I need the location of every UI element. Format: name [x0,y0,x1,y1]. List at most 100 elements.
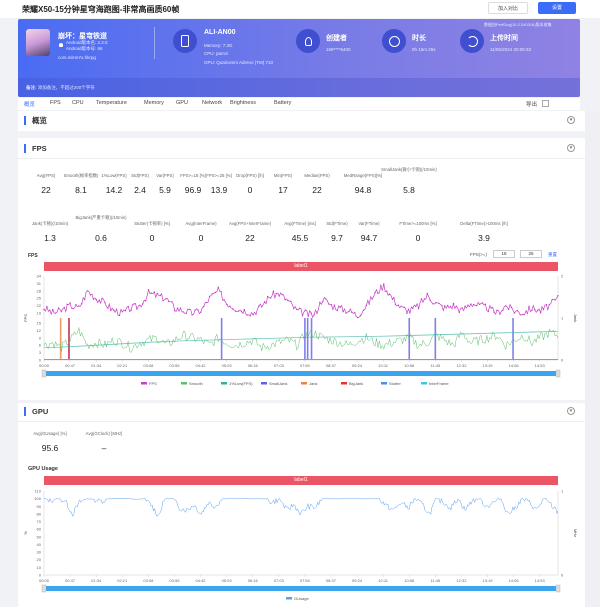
zoom-slider[interactable] [44,371,558,376]
legend-swatch[interactable] [381,382,387,385]
metric-label: Avg(FPS+InterFrame) [228,221,272,226]
label-band[interactable]: label1 [44,262,558,271]
scrollbar-track[interactable] [585,111,600,607]
fps-point [354,311,356,314]
metric-value: 0 [415,233,421,243]
legend-swatch[interactable] [301,382,307,385]
note-field[interactable]: 备注: 添加备注，不超过200个字符 [18,78,580,97]
legend-item[interactable]: InterFrame [429,381,449,386]
x-tick-label: 03:55 [169,363,180,368]
package-name: com.miHoYo.hkrpg [58,55,96,60]
add-compare-button[interactable]: 加入对比 [488,2,528,14]
fps-point [240,310,243,313]
duration-value: 0h 15m 26s [412,47,436,52]
metric-value: 0 [247,185,253,195]
tab-brightness[interactable]: Brightness [230,100,256,106]
fps-point [191,314,193,316]
fps-point [293,307,295,310]
fps-point [232,308,234,310]
fps-point [383,283,385,285]
x-tick-label: 04:42 [196,363,207,368]
overview-section: 概览 ▾ [18,111,585,131]
fps-point [266,295,269,298]
y-tick-label: 3 [39,350,42,355]
slider-handle-left[interactable] [41,584,47,593]
fps-point [455,305,458,307]
zoom-slider[interactable] [44,586,558,591]
tab-battery[interactable]: Battery [274,100,292,106]
legend-swatch[interactable] [286,597,292,600]
legend-swatch[interactable] [141,382,147,385]
metric-value: 96.9 [184,185,202,195]
threshold-input-2[interactable]: 25 [520,250,542,258]
collapse-toggle[interactable]: ▾ [567,407,575,415]
fps-point [101,297,103,299]
tab-temperature[interactable]: Temperature [96,100,127,106]
fps-title: FPS [24,144,47,153]
metric-value: 22 [41,185,51,195]
legend-swatch[interactable] [341,382,347,385]
legend-item[interactable]: SmallJank [269,381,287,386]
legend-item[interactable]: 1%Low(FPS) [229,381,253,386]
legend-swatch[interactable] [181,382,187,385]
metric-label: Std(FTime) [326,221,348,226]
fps-point [252,314,254,316]
legend-swatch[interactable] [421,382,427,385]
fps-point [139,304,141,307]
fps-point [301,315,304,317]
slider-handle-right[interactable] [555,369,561,378]
x-tick-label: 14:06 [509,578,520,583]
slider-handle-right[interactable] [555,584,561,593]
fps-point [237,310,240,312]
legend-item[interactable]: GUsage [294,596,309,601]
gpu-chart[interactable]: 0 10 20 30 40 50 60 70 80 90 100 110 0 1% MHz 00:00 00:4… [18,487,585,607]
y-tick-label: 20 [37,557,42,562]
metric-value: 22 [312,185,322,195]
tab-memory[interactable]: Memory [144,100,164,106]
tab-概览[interactable]: 概览 [24,102,36,108]
collapse-toggle[interactable]: ▾ [567,144,575,152]
x-tick-label: 03:08 [143,363,154,368]
label-band[interactable]: label1 [44,476,558,485]
android-version-code: Android版本号: 66 [66,46,103,51]
reset-button[interactable]: 重置 [548,252,557,257]
legend-item[interactable]: Smooth [189,381,203,386]
metric-label: Var(FPS) [156,173,174,178]
fps-point [258,305,260,307]
legend-swatch[interactable] [221,382,227,385]
legend-swatch[interactable] [261,382,267,385]
fps-point [374,291,376,294]
legend-item[interactable]: Stutter [389,381,401,386]
fps-point [438,302,440,305]
legend-item[interactable]: Jank [309,381,317,386]
settings-button[interactable]: 设置 [538,2,576,14]
legend-item[interactable]: BigJank [349,381,363,386]
tab-gpu[interactable]: GPU [176,100,188,106]
collapse-toggle[interactable]: ▾ [567,116,575,124]
tab-network[interactable]: Network [202,100,223,106]
fps-point [310,312,312,314]
x-tick-label: 00:00 [39,578,50,583]
metric-label: Stutter(卡顿率) [%] [134,221,170,226]
export-icon[interactable] [542,100,549,107]
legend-item[interactable]: FPS [149,381,157,386]
fps-point [525,310,527,312]
threshold-input-1[interactable]: 18 [493,250,515,258]
metric-label: Delta(FTime)>100ms [/h] [460,221,508,226]
note-placeholder: 添加备注，不超过200个字符 [37,85,95,90]
fps-point [528,305,530,308]
tab-fps[interactable]: FPS [50,100,61,106]
tab-cpu[interactable]: CPU [72,100,84,106]
fps-point [255,313,257,315]
fps-point [121,311,124,313]
x-tick-label: 07:50 [300,578,311,583]
fps-point [403,306,405,308]
x-tick-label: 08:37 [326,363,337,368]
fps-point [502,309,504,311]
metric-value: 13.9 [210,185,228,195]
export-button[interactable]: 导出 [526,102,538,108]
y-tick-label: 6 [39,343,42,348]
slider-handle-left[interactable] [41,369,47,378]
phone-icon [173,29,197,53]
